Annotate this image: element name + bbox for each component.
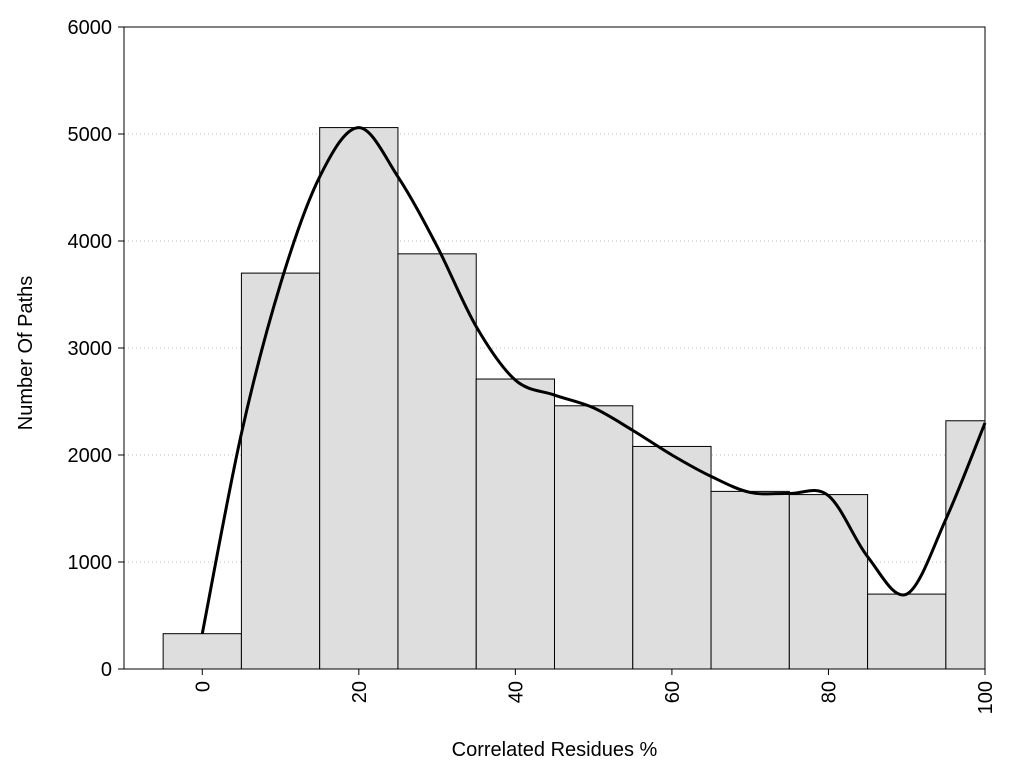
bars [162, 127, 986, 670]
y-tick-label: 0 [101, 659, 112, 681]
x-tick-label: 40 [505, 681, 527, 703]
x-tick-label: 20 [349, 681, 371, 703]
density-curve-line [200, 126, 987, 634]
y-axis: 0 1000 2000 3000 4000 5000 6000 [68, 17, 124, 681]
y-tick-label: 5000 [68, 124, 113, 146]
x-axis: 0 20 40 60 80 100 [192, 669, 997, 714]
bar-80 [788, 494, 869, 670]
bar-40 [475, 378, 555, 670]
smoothed-curve [200, 126, 987, 634]
bar-90 [867, 593, 947, 670]
y-tick-label: 2000 [68, 445, 113, 467]
y-tick-label: 6000 [68, 17, 113, 39]
bar-50 [554, 405, 634, 670]
bar-20 [319, 127, 399, 670]
bar-30 [397, 253, 477, 670]
y-tick-label: 1000 [68, 552, 113, 574]
x-tick-label: 100 [975, 681, 997, 714]
y-axis-title: Number Of Paths [15, 276, 37, 431]
bar-70 [710, 490, 790, 670]
bar-10 [240, 272, 321, 670]
bar-100 [945, 420, 986, 670]
x-tick-label: 80 [818, 681, 840, 703]
bar-60 [632, 445, 712, 670]
y-tick-label: 4000 [68, 231, 113, 253]
x-axis-title: Correlated Residues % [452, 739, 658, 761]
x-tick-label: 0 [192, 681, 214, 692]
y-tick-label: 3000 [68, 338, 113, 360]
bar-0 [162, 633, 242, 670]
x-tick-label: 60 [662, 681, 684, 703]
